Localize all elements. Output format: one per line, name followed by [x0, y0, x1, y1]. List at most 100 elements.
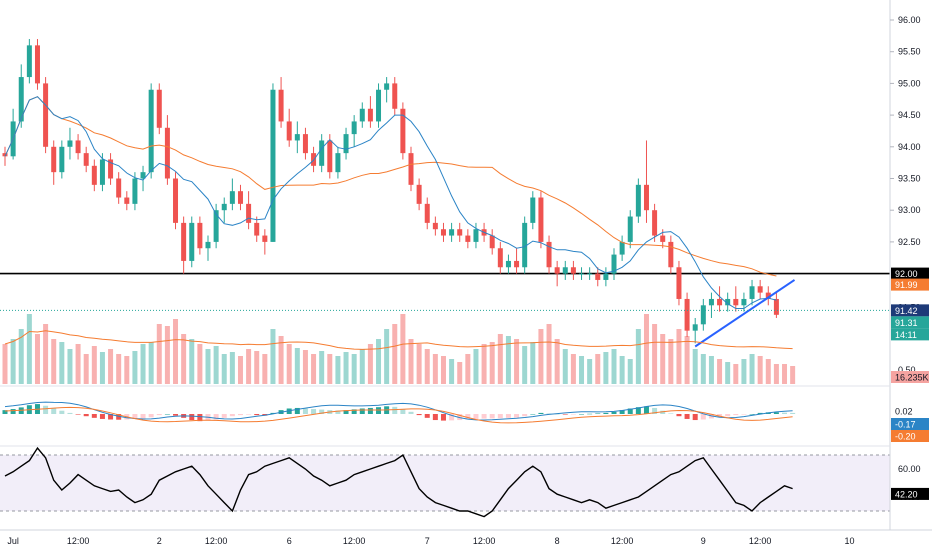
candle-body	[392, 83, 398, 109]
candle-body	[197, 222, 203, 249]
volume-bar	[302, 350, 308, 384]
candle-body	[741, 298, 747, 306]
macd-histogram-bar	[254, 414, 260, 416]
volume-bar	[717, 359, 723, 384]
candle-body	[173, 178, 179, 223]
macd-signal-tag: -0.20	[891, 430, 929, 442]
macd-histogram-bar	[660, 410, 666, 414]
macd-histogram-bar	[173, 414, 179, 416]
volume-bar	[351, 354, 357, 384]
volume-value-tag: 16.235K	[891, 371, 929, 383]
candle-body	[91, 165, 97, 185]
macd-histogram-bar	[546, 413, 552, 414]
volume-bar	[26, 314, 32, 384]
macd-value-tag: -0.17	[891, 418, 929, 430]
time-tick-label: 12:00	[67, 536, 90, 546]
rsi-value-tag-text: 42.20	[895, 489, 918, 499]
candle-body	[408, 153, 414, 185]
candle-body	[367, 108, 373, 122]
macd-histogram-bar	[538, 412, 544, 414]
candle-body	[59, 146, 65, 173]
price-tick-label: 94.00	[898, 142, 921, 152]
volume-bar	[457, 362, 463, 384]
volume-bar	[668, 339, 674, 384]
candle-body	[246, 203, 252, 223]
candle-body	[676, 267, 682, 299]
volume-bar	[319, 351, 325, 384]
macd-histogram-bar	[497, 414, 503, 419]
macd-histogram-bar	[237, 414, 243, 416]
time-tick-label: Jul	[7, 536, 19, 546]
macd-histogram-bar	[213, 414, 219, 420]
volume-bar	[505, 336, 511, 384]
macd-histogram-bar	[229, 414, 235, 417]
macd-histogram-bar	[457, 414, 463, 421]
candle-body	[749, 286, 755, 299]
macd-histogram-bar	[43, 405, 49, 414]
candle-body	[473, 229, 479, 242]
macd-histogram-bar	[148, 414, 154, 418]
candle-body	[505, 260, 511, 268]
level-price-tag: 92.00	[891, 267, 929, 280]
volume-bar	[652, 324, 658, 384]
volume-bar	[392, 324, 398, 384]
candle-body	[26, 45, 32, 78]
volume-bar	[684, 336, 690, 384]
volume-bar	[99, 352, 105, 384]
ma-price-tag: 91.99	[891, 278, 929, 291]
macd-histogram-bar	[733, 414, 739, 416]
candle-body	[652, 210, 658, 236]
volume-bar	[205, 349, 211, 384]
macd-histogram-bar	[294, 407, 300, 414]
volume-bar	[700, 354, 706, 384]
ma-price-tag-box	[891, 278, 929, 291]
macd-histogram-bar	[59, 410, 65, 414]
rsi-line	[4, 446, 793, 518]
macd-histogram-bar	[2, 410, 8, 414]
macd-histogram-bar	[75, 414, 81, 415]
candle-body	[514, 260, 520, 268]
volume-bar	[140, 344, 146, 384]
current-price-tag-box	[891, 316, 929, 329]
time-tick-label: 12:00	[205, 536, 228, 546]
volume-bar	[408, 339, 414, 384]
time-axis[interactable]: Jul 12:00 2 12:00 6 12:00 7 12:00 8 12:00 9 12:00 10	[0, 529, 932, 546]
macd-histogram-bar	[570, 414, 576, 415]
macd-histogram-bar	[749, 414, 755, 415]
price-panel[interactable]	[0, 39, 890, 348]
rsi-band	[0, 455, 890, 511]
trendline[interactable]	[694, 279, 796, 348]
candle-body	[725, 298, 731, 306]
volume-bar	[376, 339, 382, 384]
volume-bar	[782, 364, 788, 384]
macd-histogram-bar	[221, 414, 227, 418]
macd-histogram-bar	[595, 413, 601, 414]
volume-bar	[18, 329, 24, 384]
macd-histogram-bar	[246, 414, 252, 415]
volume-bar	[384, 329, 390, 384]
macd-histogram-bar	[351, 409, 357, 414]
macd-histogram-bar	[108, 414, 114, 420]
macd-histogram-bar	[408, 411, 414, 414]
macd-histogram-bar	[643, 406, 649, 414]
volume-bar	[91, 346, 97, 384]
volume-bar	[51, 339, 57, 384]
candle-body	[75, 140, 81, 154]
macd-histogram-bar	[465, 414, 471, 420]
volume-bar	[262, 354, 268, 384]
volume-value-tag-text: 16.235K	[895, 373, 929, 383]
volume-bar	[432, 354, 438, 384]
candle-body	[570, 267, 576, 274]
macd-histogram-bar	[782, 412, 788, 414]
price-tick-label: 93.50	[898, 174, 921, 184]
volume-bar	[254, 351, 260, 384]
candle-body	[148, 89, 154, 173]
macd-signal-tag-box	[891, 430, 929, 442]
candle-body	[440, 229, 446, 236]
candle-body	[270, 89, 276, 242]
volume-bar	[757, 356, 763, 384]
macd-histogram-bar	[302, 408, 308, 414]
macd-histogram-bar	[367, 407, 373, 414]
price-axis[interactable]: 96.00 95.50 95.00 94.50 94.00 93.50 93.00 92.50…	[0, 0, 929, 530]
